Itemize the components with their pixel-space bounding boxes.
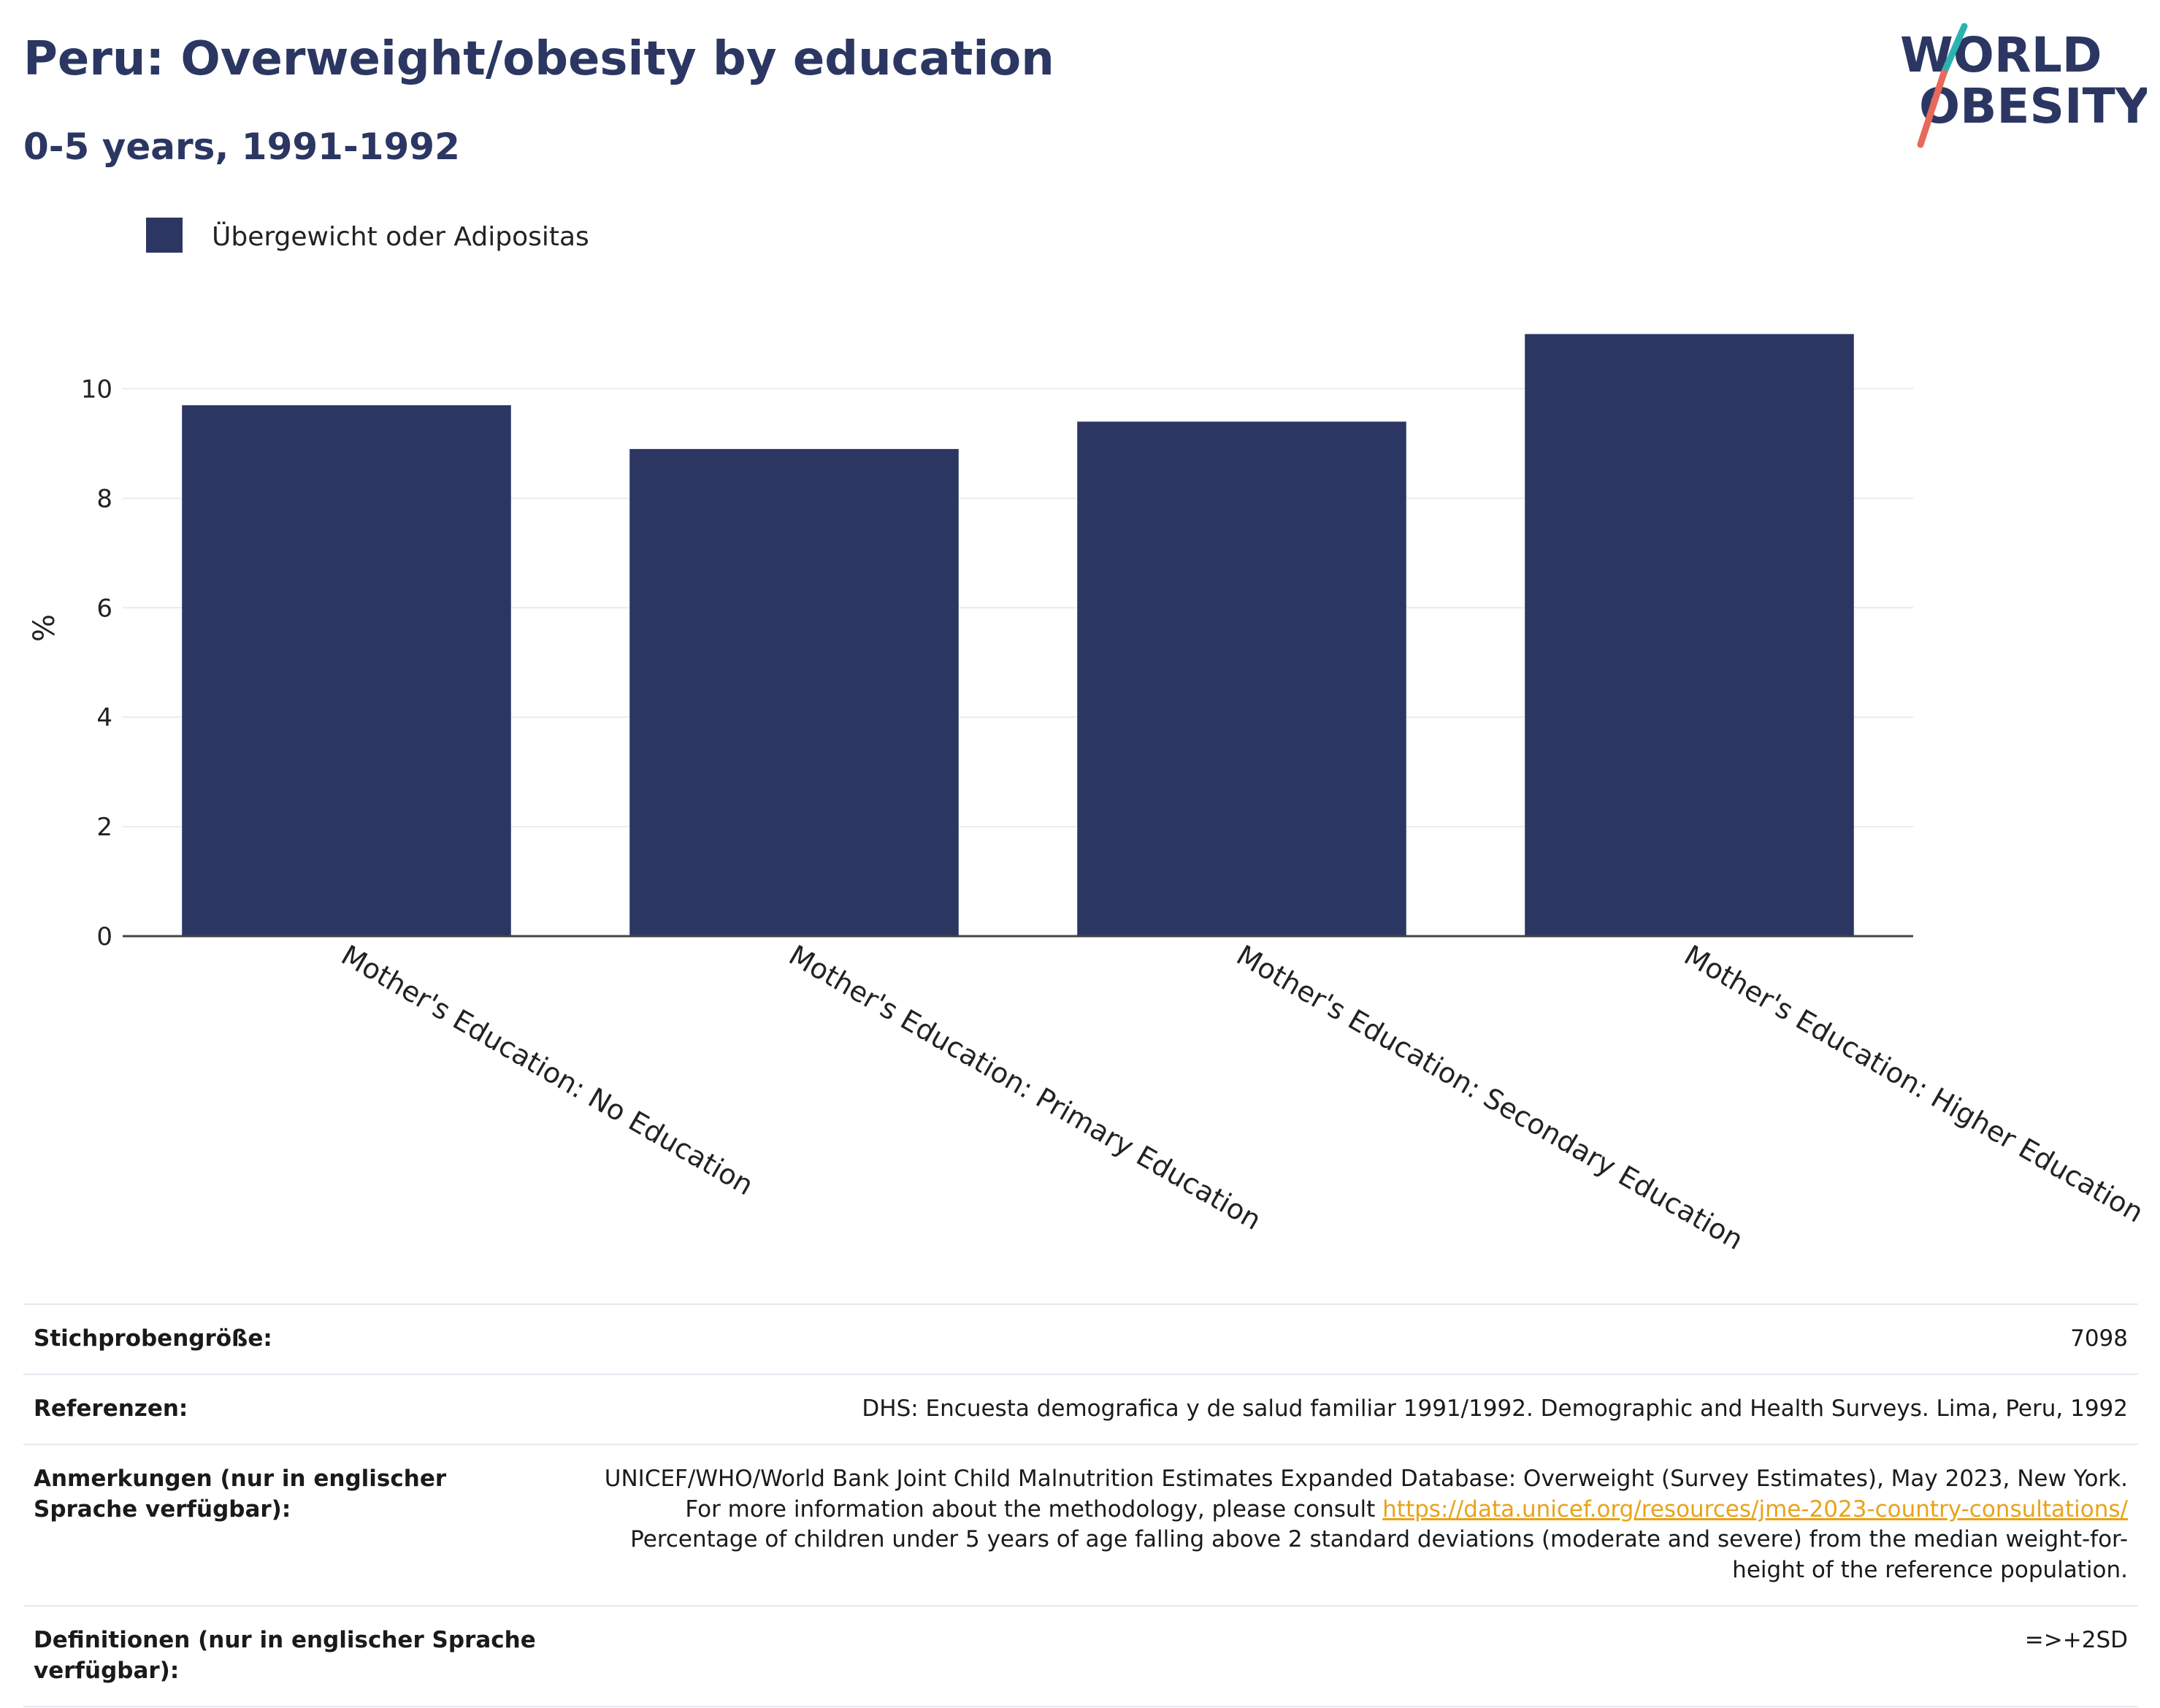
y-axis-ticks: 0 2 4 6 8 10	[81, 375, 112, 951]
notes-text1: UNICEF/WHO/World Bank Joint Child Malnut…	[604, 1465, 2128, 1523]
sample-label: Stichprobengröße:	[34, 1325, 272, 1352]
x-category-label: Mother's Education: Primary Education	[784, 939, 1267, 1236]
info-row-definitions: Definitionen (nur in englischer Sprache …	[23, 1606, 2138, 1707]
y-axis-title: %	[28, 614, 61, 642]
page-subtitle: 0-5 years, 1991-1992	[23, 126, 460, 168]
logo-slash-top	[1940, 23, 1968, 77]
y-tick-label: 4	[96, 703, 112, 732]
chart-legend: Übergewicht oder Adipositas	[146, 218, 589, 253]
x-category-label: Mother's Education: Secondary Education	[1231, 939, 1749, 1257]
y-tick-label: 0	[96, 922, 112, 951]
notes-link[interactable]: https://data.unicef.org/resources/jme-20…	[1382, 1496, 2128, 1523]
bar	[1525, 334, 1854, 936]
page-title: Peru: Overweight/obesity by education	[23, 32, 1054, 86]
info-table: Stichprobengröße: 7098 Referenzen: DHS: …	[23, 1303, 2138, 1707]
logo-line2: OBESITY	[1919, 78, 2147, 134]
info-row-references: Referenzen: DHS: Encuesta demografica y …	[23, 1374, 2138, 1444]
references-label: Referenzen:	[34, 1395, 188, 1422]
definitions-value: =>+2SD	[2024, 1627, 2128, 1654]
x-axis-labels: Mother's Education: No Education Mother's…	[336, 939, 2149, 1257]
bar-chart: Übergewicht oder Adipositas % 0 2 4 6 8 10 Mo…	[28, 218, 2149, 1257]
y-tick-label: 10	[81, 375, 112, 404]
bar	[629, 448, 959, 936]
bars	[182, 334, 1854, 936]
bar	[182, 405, 511, 936]
world-obesity-logo: WORLD OBESITY	[1900, 23, 2147, 148]
info-row-notes: Anmerkungen (nur in englischer Sprache v…	[23, 1444, 2138, 1606]
bar	[1077, 421, 1406, 936]
notes-value: UNICEF/WHO/World Bank Joint Child Malnut…	[555, 1444, 2138, 1606]
y-tick-label: 2	[96, 813, 112, 842]
notes-label: Anmerkungen (nur in englischer Sprache v…	[34, 1465, 447, 1523]
legend-label: Übergewicht oder Adipositas	[212, 221, 589, 252]
x-category-label: Mother's Education: No Education	[336, 939, 759, 1202]
x-category-label: Mother's Education: Higher Education	[1679, 939, 2149, 1229]
sample-value: 7098	[2070, 1325, 2128, 1352]
references-value: DHS: Encuesta demografica y de salud fam…	[862, 1395, 2128, 1422]
logo-slash-bottom	[1917, 69, 1948, 148]
info-row-sample: Stichprobengröße: 7098	[23, 1304, 2138, 1374]
legend-swatch	[146, 218, 183, 253]
notes-text2: Percentage of children under 5 years of …	[630, 1526, 2128, 1584]
y-tick-label: 8	[96, 484, 112, 513]
logo-line1: WORLD	[1900, 27, 2102, 83]
y-tick-label: 6	[96, 594, 112, 623]
definitions-label: Definitionen (nur in englischer Sprache …	[34, 1627, 536, 1684]
